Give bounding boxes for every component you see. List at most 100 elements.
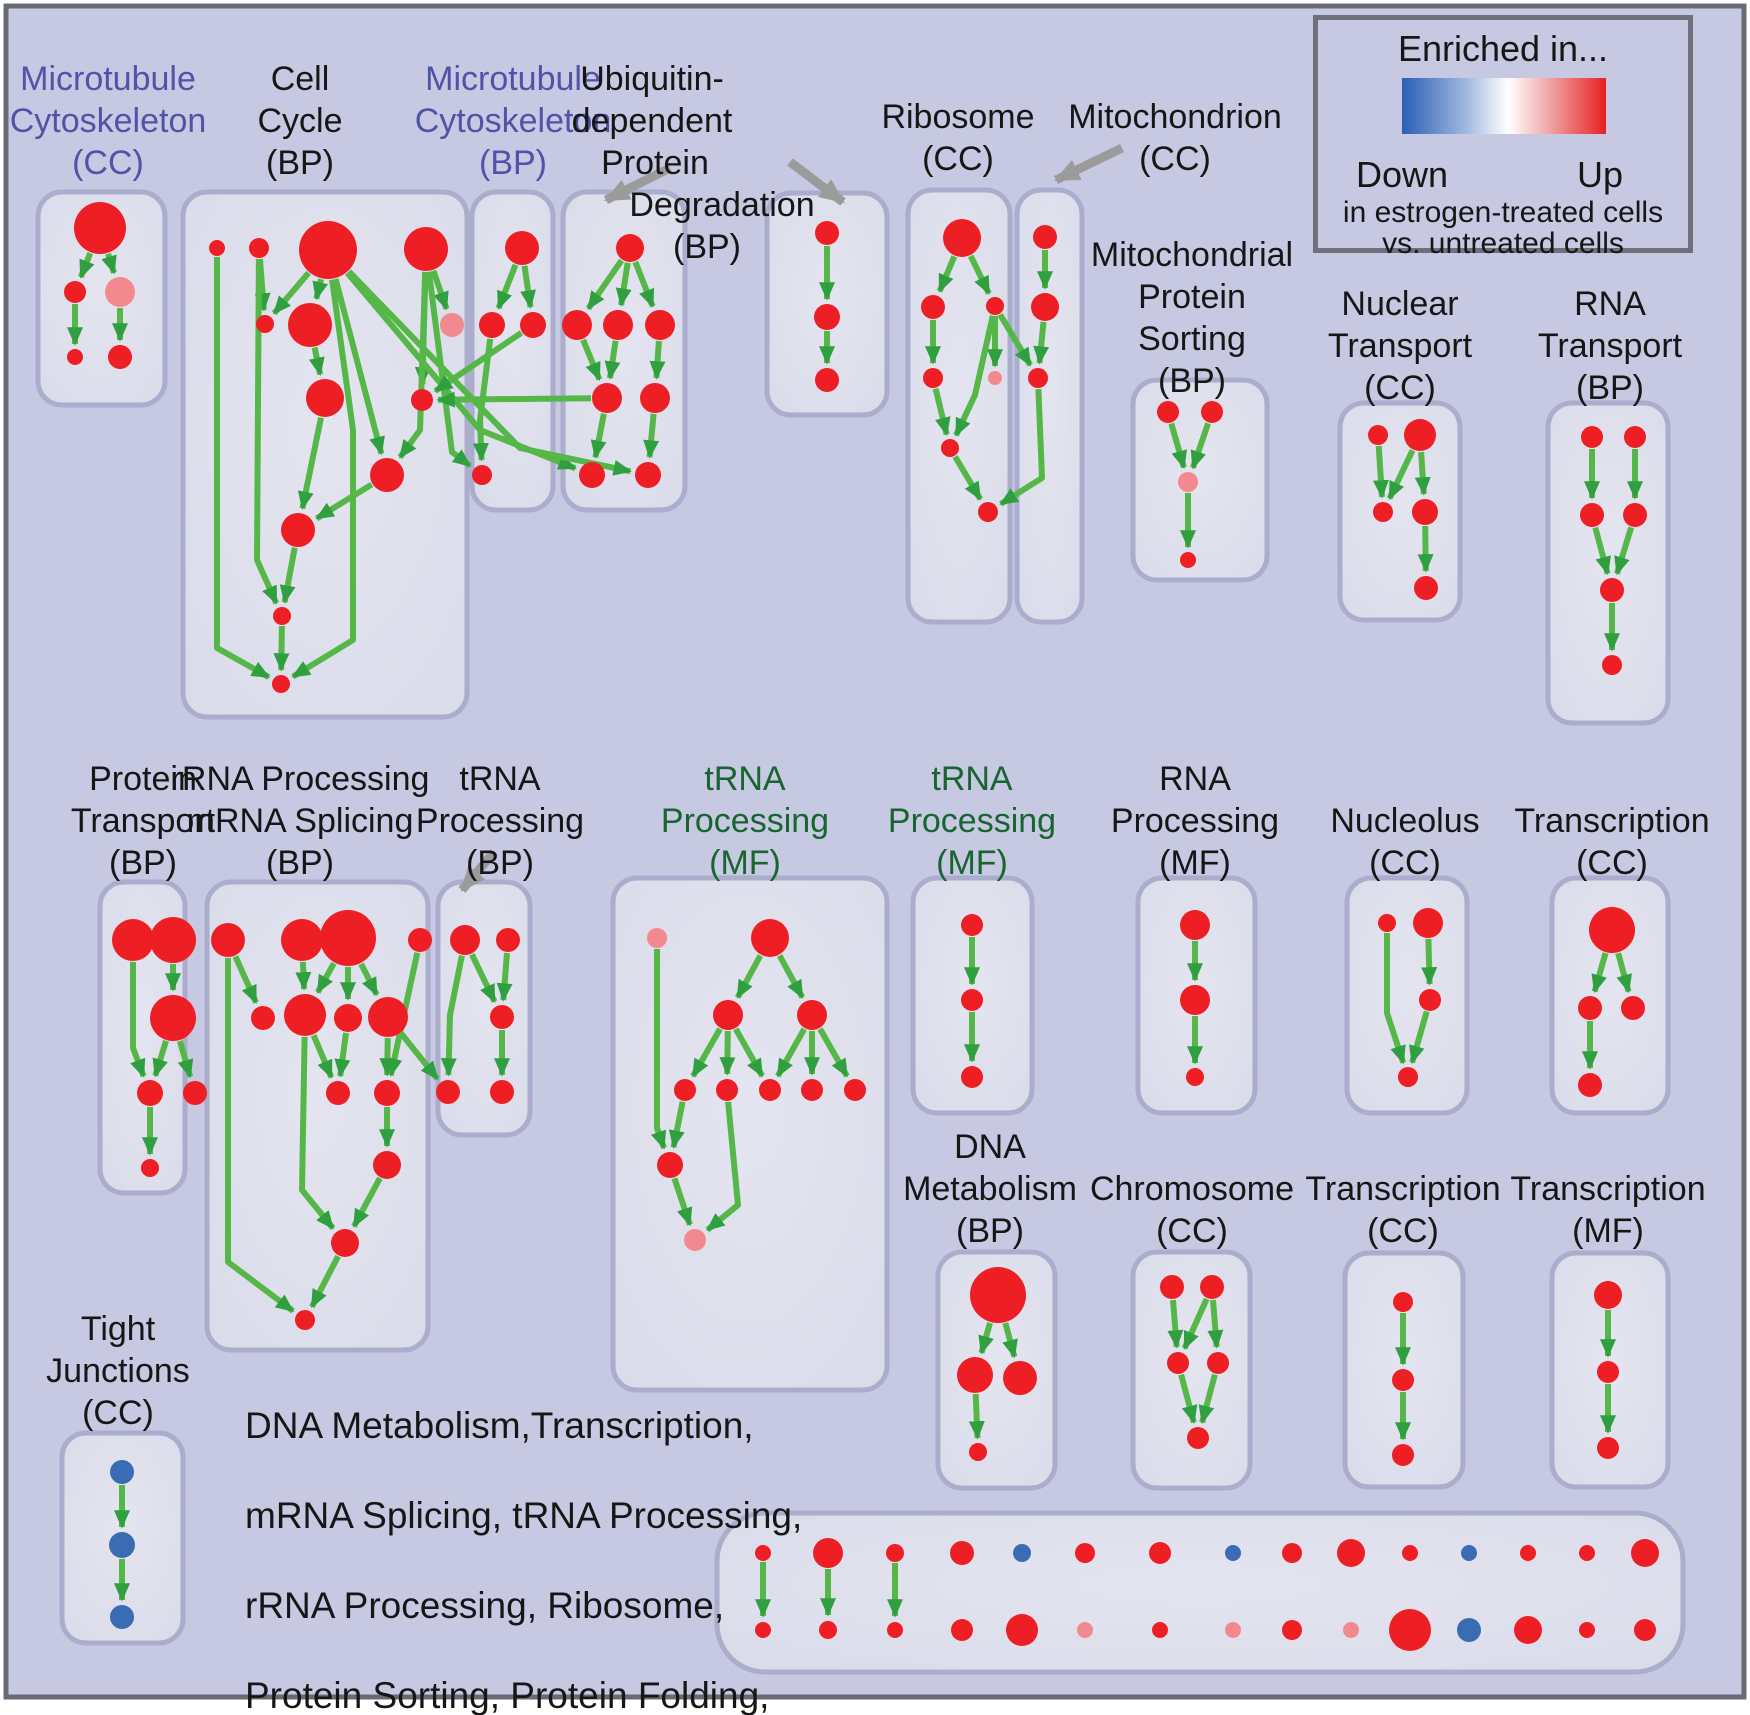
relation-edge <box>776 954 806 999</box>
go-term-node <box>505 231 539 265</box>
cluster-label-trna-mf-small: Processing <box>888 802 1056 840</box>
mitochondrion-pointer <box>1054 143 1124 185</box>
cluster-label-transcription-cc-lower: (CC) <box>1367 1212 1439 1250</box>
go-term-node <box>844 1079 866 1101</box>
go-term-node <box>819 1621 837 1639</box>
go-term-node <box>408 928 432 952</box>
go-term-node <box>1200 1275 1224 1299</box>
legend-subtitle-line1: in estrogen-treated cells <box>1342 196 1664 229</box>
go-term-node <box>1419 989 1441 1011</box>
go-term-node <box>1579 1545 1595 1561</box>
cluster-label-ubiquitin: dependent <box>572 102 733 140</box>
go-term-node <box>887 1622 903 1638</box>
go-term-node <box>490 1080 514 1104</box>
go-term-node <box>112 919 154 961</box>
relation-edge <box>734 954 764 999</box>
misc-categories-text: DNA Metabolism,Transcription, mRNA Splic… <box>245 1403 802 1715</box>
go-term-node <box>284 994 326 1036</box>
go-term-node <box>108 345 132 369</box>
relation-edge <box>1592 526 1611 576</box>
relation-edge <box>398 1031 440 1081</box>
relation-edge <box>1414 451 1431 496</box>
go-term-node <box>1597 1437 1619 1459</box>
go-term-node <box>1624 426 1646 448</box>
go-term-node <box>137 1080 163 1106</box>
go-term-node <box>110 1605 134 1629</box>
relation-edge <box>668 1101 686 1149</box>
cluster-label-mitochondrion: (CC) <box>1139 140 1211 178</box>
go-term-node <box>1343 1622 1359 1638</box>
cluster-label-microtubule-cc: (CC) <box>72 144 144 182</box>
relation-edge <box>176 1040 194 1079</box>
go-term-node <box>640 383 670 413</box>
go-term-node <box>957 1357 993 1393</box>
go-term-node <box>1180 552 1196 568</box>
go-term-node <box>759 1079 781 1101</box>
cluster-box-rrna-mrna <box>204 879 431 1353</box>
go-term-node <box>1623 503 1647 527</box>
go-term-node <box>334 1004 362 1032</box>
go-term-node <box>249 238 269 258</box>
relation-edge <box>1421 938 1438 986</box>
go-term-node <box>1578 996 1602 1020</box>
go-term-node <box>950 1541 974 1565</box>
misc-line: DNA Metabolism,Transcription, <box>245 1405 754 1446</box>
go-term-node <box>1602 655 1622 675</box>
go-term-node <box>74 202 126 254</box>
go-term-node <box>281 513 315 547</box>
go-term-node <box>1634 1619 1656 1641</box>
go-term-node <box>1373 502 1393 522</box>
cluster-label-ribosome: (CC) <box>922 140 994 178</box>
go-term-node <box>1003 1361 1037 1395</box>
go-term-node <box>986 297 1004 315</box>
cluster-box-rna-transport <box>1545 400 1671 726</box>
cluster-box-misc <box>714 1510 1686 1675</box>
legend-up-label: Up <box>1576 154 1624 195</box>
go-term-node <box>472 465 492 485</box>
cluster-label-ubiquitin: Ubiquitin- <box>580 60 724 98</box>
go-term-node <box>1378 914 1396 932</box>
go-term-node <box>1393 1292 1413 1312</box>
relation-edge <box>1386 449 1416 500</box>
cluster-label-rrna-mrna: rRNA Processing <box>171 760 430 798</box>
cluster-label-dna-metabolism: DNA <box>954 1128 1026 1166</box>
go-term-node <box>716 1079 738 1101</box>
relation-edge <box>952 455 983 501</box>
go-term-node <box>562 310 592 340</box>
go-term-node <box>1392 1369 1414 1391</box>
legend-title: Enriched in... <box>1397 28 1609 69</box>
go-term-node <box>1594 1281 1622 1309</box>
cluster-box-mitochondrion <box>1014 187 1085 625</box>
relation-edge <box>310 1034 335 1079</box>
go-term-node <box>1337 1539 1365 1567</box>
go-term-node <box>1180 985 1210 1015</box>
go-term-node <box>295 1310 315 1330</box>
go-term-node <box>616 234 644 262</box>
cluster-label-chromosome: Chromosome <box>1090 1170 1294 1208</box>
cluster-label-ribosome: Ribosome <box>881 98 1034 136</box>
relation-edge <box>1417 525 1434 573</box>
go-term-node <box>1461 1545 1477 1561</box>
cluster-label-dna-metabolism: Metabolism <box>903 1170 1077 1208</box>
go-term-node <box>886 1544 904 1562</box>
go-term-node <box>440 313 464 337</box>
cluster-label-mitochondrion: Mitochondrion <box>1068 98 1282 136</box>
relation-edge <box>1198 1373 1218 1425</box>
relation-edge <box>1033 321 1050 365</box>
go-term-node <box>1167 1352 1189 1374</box>
relation-edge <box>590 413 607 459</box>
cluster-box-mito-protein-sorting <box>1130 377 1270 583</box>
go-term-node <box>978 502 998 522</box>
go-term-node <box>1013 1544 1031 1562</box>
cluster-label-tight-junctions: Tight <box>81 1310 156 1348</box>
go-term-node <box>1402 1545 1418 1561</box>
go-term-node <box>988 371 1002 385</box>
go-term-node <box>603 310 633 340</box>
labels: Microtubule Cytoskeleton (CC) Cell Cycle (BP)… <box>10 60 1710 1432</box>
relation-edge <box>425 271 472 469</box>
go-term-node <box>1077 1622 1093 1638</box>
cluster-label-microtubule-bp: (BP) <box>479 144 547 182</box>
go-term-node <box>150 917 196 963</box>
cluster-label-microtubule-bp: Microtubule <box>425 60 601 98</box>
relation-edge <box>999 388 1045 507</box>
